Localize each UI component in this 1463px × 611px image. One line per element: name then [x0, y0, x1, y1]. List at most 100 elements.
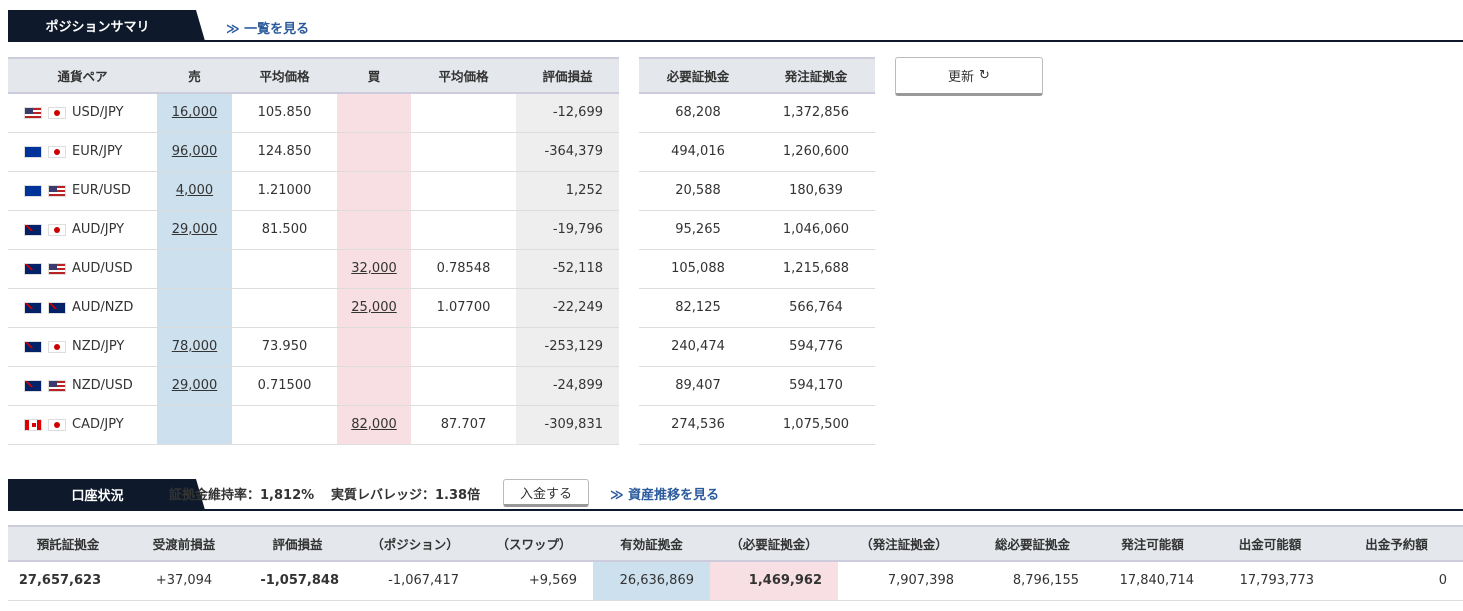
usd-flag-icon: [24, 106, 42, 119]
sell-amount: [157, 249, 232, 289]
account-table: 預託証拠金 受渡前損益 評価損益 （ポジション） （スワップ） 有効証拠金 （必要証拠金）（…: [8, 525, 1463, 601]
account-value: +37,094: [128, 561, 240, 601]
column-header: 総必要証拠金: [970, 525, 1095, 562]
buy-amount[interactable]: 32,000: [337, 249, 411, 289]
required-margin: 95,265: [639, 210, 757, 250]
currency-pair-cell[interactable]: AUD/USD: [8, 249, 157, 289]
sell-amount[interactable]: 29,000: [157, 210, 232, 250]
eur-flag-icon: [24, 184, 42, 197]
aud-flag-icon: [24, 301, 42, 314]
buy-amount: [337, 327, 411, 367]
sell-average-price: 81.500: [232, 210, 337, 250]
currency-pair-cell[interactable]: USD/JPY: [8, 93, 157, 133]
account-value: +9,569: [475, 561, 593, 601]
sell-amount-link[interactable]: 29,000: [171, 378, 218, 393]
deposit-button[interactable]: 入金する: [503, 479, 589, 507]
jpy-flag-icon: [48, 223, 66, 236]
sell-amount: [157, 288, 232, 328]
currency-pair: CAD/JPY: [72, 417, 124, 432]
position-row: AUD/JPY 29,000 81.500 -19,796: [8, 210, 619, 250]
margin-row: 68,208 1,372,856: [639, 93, 875, 133]
sell-average-price: [232, 249, 337, 289]
column-header: 評価損益: [240, 525, 355, 562]
margin-table: 必要証拠金 発注証拠金 68,208 1,372,856 494,016 1,260,60…: [639, 57, 875, 445]
sell-amount[interactable]: 16,000: [157, 93, 232, 133]
nzd-flag-icon: [24, 340, 42, 353]
buy-amount[interactable]: 25,000: [337, 288, 411, 328]
column-header: 出金予約額: [1330, 525, 1463, 562]
currency-pair: USD/JPY: [72, 105, 124, 121]
required-margin: 68,208: [639, 93, 757, 133]
buy-amount-link[interactable]: 25,000: [351, 300, 397, 315]
currency-pair-cell[interactable]: NZD/USD: [8, 366, 157, 406]
view-list-link[interactable]: ≫ 一覧を見る: [226, 22, 310, 37]
sell-amount[interactable]: 96,000: [157, 132, 232, 172]
position-row: AUD/NZD 25,000 1.07700 -22,249: [8, 288, 619, 328]
jpy-flag-icon: [48, 418, 66, 431]
jpy-flag-icon: [48, 340, 66, 353]
jpy-flag-icon: [48, 145, 66, 158]
sell-average-price: 105.850: [232, 93, 337, 133]
sell-amount-link[interactable]: 96,000: [171, 144, 218, 159]
column-header: 出金可能額: [1210, 525, 1330, 562]
sell-average-price: [232, 288, 337, 328]
position-row: USD/JPY 16,000 105.850 -12,699: [8, 93, 619, 133]
required-margin: 105,088: [639, 249, 757, 289]
account-title: 口座状況: [8, 479, 205, 510]
order-margin: 1,075,500: [757, 405, 875, 445]
cad-flag-icon: [24, 418, 42, 431]
currency-pair-cell[interactable]: EUR/USD: [8, 171, 157, 211]
jpy-flag-icon: [48, 106, 66, 119]
asset-history-link[interactable]: ≫ 資産推移を見る: [610, 488, 720, 503]
position-summary-header: ポジションサマリ ≫ 一覧を見る: [8, 10, 1463, 42]
currency-pair-cell[interactable]: AUD/JPY: [8, 210, 157, 250]
buy-average-price: [411, 171, 516, 211]
sell-average-price: 73.950: [232, 327, 337, 367]
order-margin: 566,764: [757, 288, 875, 328]
column-header: （発注証拠金）: [838, 525, 970, 562]
column-header: 発注証拠金: [757, 57, 875, 94]
buy-amount-link[interactable]: 32,000: [351, 261, 397, 276]
currency-pair-cell[interactable]: CAD/JPY: [8, 405, 157, 445]
currency-pair: AUD/JPY: [72, 222, 125, 237]
buy-amount[interactable]: 82,000: [337, 405, 411, 445]
buy-amount: [337, 171, 411, 211]
unrealized-pnl: -22,249: [516, 288, 619, 328]
eur-flag-icon: [24, 145, 42, 158]
order-margin: 1,046,060: [757, 210, 875, 250]
margin-row: 89,407 594,170: [639, 366, 875, 406]
currency-pair-cell[interactable]: EUR/JPY: [8, 132, 157, 172]
unrealized-pnl: -52,118: [516, 249, 619, 289]
column-header: 発注可能額: [1095, 525, 1210, 562]
sell-amount-link[interactable]: 78,000: [171, 339, 218, 354]
buy-average-price: [411, 93, 516, 133]
sell-amount[interactable]: 4,000: [157, 171, 232, 211]
effective-leverage: 実質レバレッジ：1.38倍: [331, 488, 481, 503]
buy-average-price: [411, 132, 516, 172]
refresh-button[interactable]: 更新 ↻: [895, 57, 1043, 96]
required-margin: 240,474: [639, 327, 757, 367]
account-value: 17,793,773: [1210, 561, 1330, 601]
currency-pair-cell[interactable]: AUD/NZD: [8, 288, 157, 328]
sell-average-price: 124.850: [232, 132, 337, 172]
currency-pair-cell[interactable]: NZD/JPY: [8, 327, 157, 367]
column-header: 通貨ペア: [8, 57, 157, 94]
margin-row: 20,588 180,639: [639, 171, 875, 211]
buy-amount-link[interactable]: 82,000: [351, 417, 397, 432]
position-row: EUR/USD 4,000 1.21000 1,252: [8, 171, 619, 211]
sell-amount[interactable]: 29,000: [157, 366, 232, 406]
sell-amount-link[interactable]: 16,000: [171, 105, 218, 121]
account-value: 7,907,398: [838, 561, 970, 601]
sell-amount-link[interactable]: 29,000: [171, 222, 218, 237]
required-margin: 20,588: [639, 171, 757, 211]
required-margin: 274,536: [639, 405, 757, 445]
margin-row: 240,474 594,776: [639, 327, 875, 367]
column-header: （スワップ）: [475, 525, 593, 562]
column-header: 預託証拠金: [8, 525, 128, 562]
sell-average-price: [232, 405, 337, 445]
order-margin: 1,260,600: [757, 132, 875, 172]
sell-amount[interactable]: 78,000: [157, 327, 232, 367]
unrealized-pnl: -364,379: [516, 132, 619, 172]
sell-amount-link[interactable]: 4,000: [175, 183, 214, 198]
buy-average-price: 0.78548: [411, 249, 516, 289]
